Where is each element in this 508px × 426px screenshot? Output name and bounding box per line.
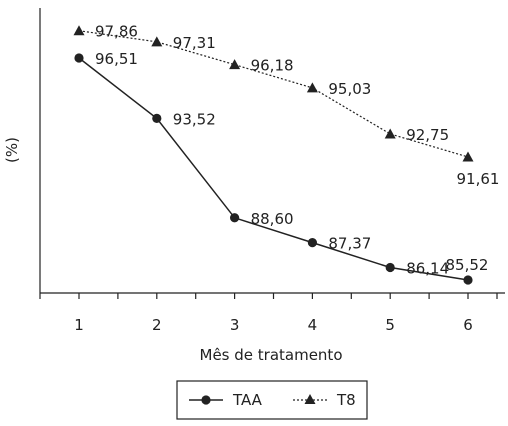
x-tick-label: 2	[152, 316, 162, 334]
x-tick-label: 3	[230, 316, 240, 334]
taa-data-label: 96,51	[95, 50, 138, 68]
x-tick-label: 1	[74, 316, 84, 334]
taa-point	[463, 275, 473, 285]
taa-data-label: 87,37	[328, 235, 371, 253]
t8-data-label: 96,18	[251, 57, 294, 75]
taa-data-label: 93,52	[173, 110, 216, 128]
t8-point	[384, 128, 396, 139]
t8-data-label: 92,75	[406, 126, 449, 144]
t8-line	[78, 30, 469, 158]
t8-data-label: 97,31	[173, 34, 216, 52]
legend: TAA T8	[176, 380, 368, 420]
taa-point	[385, 262, 395, 273]
t8-point	[306, 82, 318, 93]
taa-data-label: 85,52	[446, 256, 489, 274]
taa-data-label: 88,60	[251, 210, 294, 228]
x-tick-label: 6	[463, 316, 473, 334]
legend-taa-marker	[201, 395, 211, 405]
x-axis-title: Mês de tratamento	[200, 346, 343, 364]
taa-line	[78, 57, 469, 281]
t8-point	[229, 59, 241, 70]
taa-data-label: 86,14	[406, 259, 449, 277]
t8-data-label: 91,61	[457, 170, 500, 188]
t8-point	[462, 151, 474, 162]
t8-data-label: 95,03	[328, 80, 371, 98]
x-ticks: 1 2 3 4 5 6	[39, 293, 498, 334]
t8-data-label: 97,86	[95, 23, 138, 41]
y-axis-title: (%)	[3, 137, 21, 163]
t8-point	[73, 25, 85, 36]
taa-point	[152, 113, 162, 123]
legend-t8-label: T8	[336, 391, 356, 409]
t8-point	[151, 36, 163, 47]
taa-point	[74, 53, 84, 63]
taa-point	[230, 213, 240, 223]
x-tick-label: 4	[308, 316, 318, 334]
taa-point	[307, 238, 317, 248]
legend-taa-label: TAA	[232, 391, 263, 409]
x-tick-label: 5	[385, 316, 395, 334]
legend-t8-marker	[304, 394, 316, 404]
